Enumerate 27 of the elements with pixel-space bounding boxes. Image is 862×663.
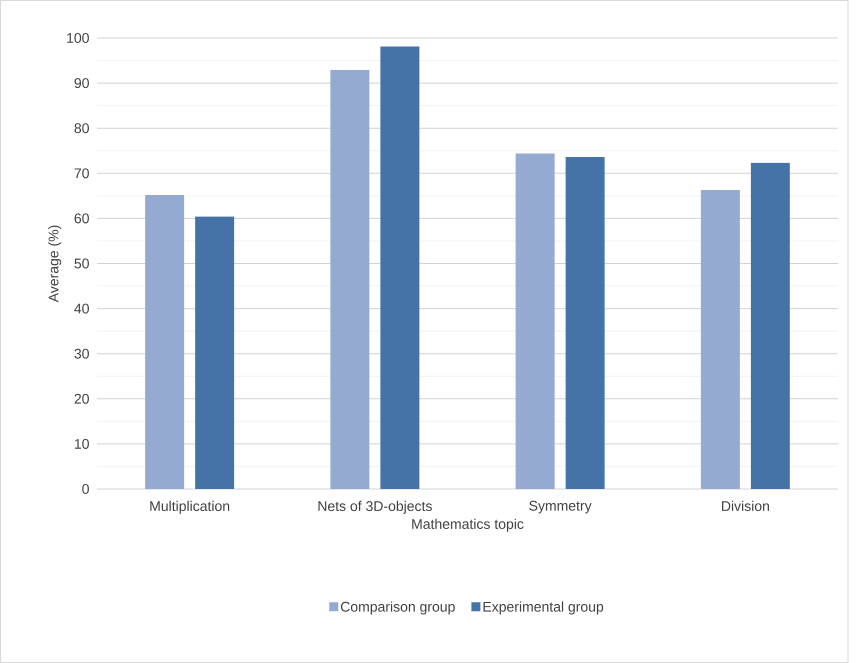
bar	[195, 216, 234, 489]
bar	[750, 162, 790, 489]
legend-label: Comparison group	[340, 601, 455, 614]
y-tick-label: 100	[67, 33, 89, 43]
y-tick-label: 70	[74, 168, 89, 178]
y-tick-label: 10	[74, 438, 89, 449]
x-axis-title: Mathematics topic	[412, 518, 524, 532]
bar	[700, 190, 740, 489]
legend-label: Experimental group	[484, 601, 604, 614]
y-tick-label: 60	[74, 213, 89, 224]
bar	[145, 194, 184, 489]
x-tick-label: Symmetry	[529, 500, 592, 514]
bar	[380, 46, 420, 489]
y-tick-label: 90	[74, 78, 89, 88]
bar	[566, 157, 605, 489]
y-tick-label: 50	[74, 258, 89, 268]
y-tick-label: 30	[74, 348, 89, 359]
y-axis-title: Average (%)	[48, 226, 62, 302]
y-tick-label: 40	[74, 304, 89, 314]
y-tick-label: 0	[82, 484, 89, 494]
x-tick-label: Nets of 3D-objects	[318, 500, 432, 514]
bar	[516, 153, 555, 489]
y-tick-label: 80	[74, 123, 89, 134]
x-tick-label: Multiplication	[150, 500, 230, 514]
bar	[330, 70, 370, 489]
x-tick-label: Division	[722, 500, 769, 512]
y-tick-label: 20	[74, 394, 89, 404]
